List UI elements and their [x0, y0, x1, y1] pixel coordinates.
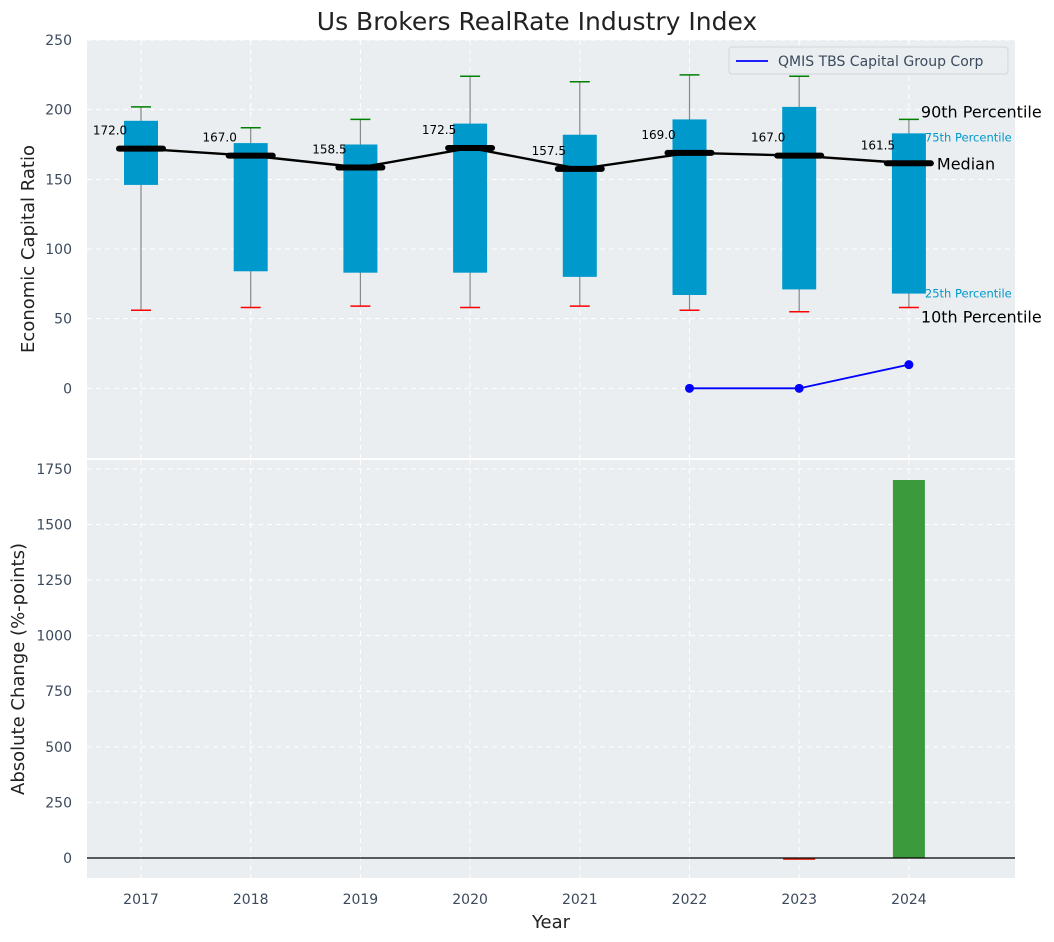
median-value-label: 167.0 — [751, 131, 785, 145]
percentile-annotations: 90th Percentile 75th Percentile Median 25th… — [921, 102, 1042, 326]
median-value-label: 161.5 — [861, 138, 895, 152]
x-tick-label: 2021 — [562, 892, 598, 908]
bottom-y-tick-label: 250 — [45, 795, 72, 811]
median-value-label: 172.0 — [93, 124, 127, 138]
median-value-label: 157.5 — [532, 144, 566, 158]
median-value-label: 169.0 — [641, 128, 675, 142]
bottom-y-tick-label: 0 — [63, 851, 72, 867]
p10-annotation: 10th Percentile — [921, 308, 1042, 327]
bottom-y-tick-label: 500 — [45, 740, 72, 756]
top-y-tick-label: 100 — [45, 242, 72, 258]
x-tick-label: 2018 — [233, 892, 269, 908]
top-y-axis-label: Economic Capital Ratio — [18, 145, 39, 353]
median-value-label: 172.5 — [422, 123, 456, 137]
bottom-y-axis-label: Absolute Change (%-points) — [8, 543, 29, 795]
bottom-plot-area — [87, 460, 1015, 878]
iqr-box — [343, 144, 378, 273]
bottom-y-tick-label: 1750 — [36, 462, 72, 478]
top-y-tick-label: 250 — [45, 33, 72, 49]
x-tick-label: 2023 — [781, 892, 817, 908]
change-bar — [892, 480, 925, 858]
legend-label: QMIS TBS Capital Group Corp — [778, 54, 984, 70]
top-y-tick-label: 0 — [63, 381, 72, 397]
median-value-label: 158.5 — [312, 142, 346, 156]
legend: QMIS TBS Capital Group Corp — [728, 46, 1009, 75]
top-y-tick-label: 150 — [45, 172, 72, 188]
legend-box — [728, 46, 1009, 75]
bottom-y-tick-label: 750 — [45, 684, 72, 700]
median-annotation: Median — [937, 154, 995, 173]
iqr-box — [124, 120, 158, 185]
iqr-box — [233, 143, 268, 272]
top-y-tick-label: 50 — [54, 312, 72, 328]
x-tick-label: 2017 — [123, 892, 159, 908]
iqr-box — [672, 119, 707, 295]
iqr-box — [782, 106, 817, 290]
top-y-ticks: 0 50 100 150 200 250 — [45, 33, 72, 397]
p90-annotation: 90th Percentile — [921, 102, 1042, 121]
iqr-box — [562, 134, 597, 277]
bottom-y-tick-label: 1500 — [36, 517, 72, 533]
chart-title: Us Brokers RealRate Industry Index — [317, 7, 757, 36]
bottom-y-tick-label: 1250 — [36, 573, 72, 589]
company-series-point — [794, 383, 804, 393]
x-tick-label: 2022 — [672, 892, 708, 908]
top-y-tick-label: 200 — [45, 103, 72, 119]
x-ticks: 2017 2018 2019 2020 2021 2022 2023 2024 — [123, 892, 927, 908]
change-bar — [783, 857, 816, 860]
x-tick-label: 2024 — [891, 892, 927, 908]
iqr-box — [891, 133, 926, 294]
median-value-label: 167.0 — [203, 131, 237, 145]
x-tick-label: 2019 — [343, 892, 379, 908]
x-axis-label: Year — [531, 912, 571, 933]
top-marks: 172.0 167.0 158.5 172.5 157.5 169.0 167.0 161.5 — [93, 74, 934, 393]
p25-annotation: 25th Percentile — [925, 287, 1012, 301]
bottom-y-ticks: 0 250 500 750 1000 1250 1500 1750 — [36, 462, 72, 867]
bottom-y-tick-label: 1000 — [36, 629, 72, 645]
x-tick-label: 2020 — [452, 892, 488, 908]
p75-annotation: 75th Percentile — [925, 130, 1012, 144]
company-series-point — [904, 360, 914, 370]
company-series-point — [685, 383, 694, 393]
bottom-marks — [87, 458, 1015, 860]
